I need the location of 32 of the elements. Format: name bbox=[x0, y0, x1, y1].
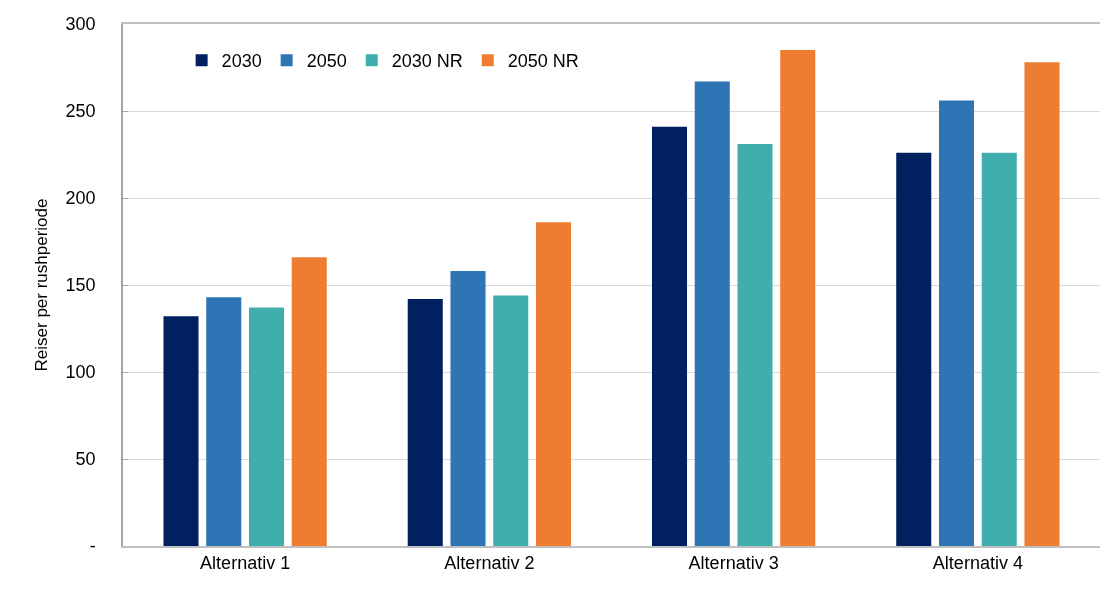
y-tick-label: 250 bbox=[65, 101, 96, 122]
y-tick-label: 300 bbox=[65, 14, 96, 35]
y-tick-label: 200 bbox=[65, 188, 96, 209]
x-tick-label: Alternativ 2 bbox=[444, 553, 535, 574]
legend-label: 2050 NR bbox=[507, 51, 579, 72]
bar bbox=[450, 271, 486, 546]
bar bbox=[737, 144, 773, 546]
y-tick-label: 150 bbox=[65, 275, 96, 296]
y-axis-title: Reiser per rushperiode bbox=[31, 198, 51, 372]
x-tick-label: Alternativ 4 bbox=[932, 553, 1023, 574]
bar bbox=[535, 222, 572, 546]
bar bbox=[1024, 62, 1060, 546]
y-tick-label: - bbox=[89, 536, 96, 557]
bar bbox=[493, 295, 529, 546]
bar bbox=[291, 257, 327, 546]
bar bbox=[780, 50, 816, 546]
y-tick-label: 100 bbox=[65, 362, 96, 383]
bar bbox=[651, 126, 688, 546]
x-tick-label: Alternativ 1 bbox=[200, 553, 291, 574]
legend-label: 2050 bbox=[306, 51, 347, 72]
x-tick-label: Alternativ 3 bbox=[688, 553, 779, 574]
legend-label: 2030 bbox=[221, 51, 262, 72]
bar bbox=[206, 297, 242, 546]
bar bbox=[248, 307, 285, 546]
y-tick-label: 50 bbox=[75, 449, 96, 470]
bar bbox=[896, 152, 932, 546]
bar bbox=[163, 316, 199, 546]
legend-label: 2030 NR bbox=[391, 51, 463, 72]
bar bbox=[981, 152, 1017, 546]
bar bbox=[407, 298, 443, 546]
bar bbox=[938, 100, 975, 546]
bar bbox=[694, 81, 730, 546]
